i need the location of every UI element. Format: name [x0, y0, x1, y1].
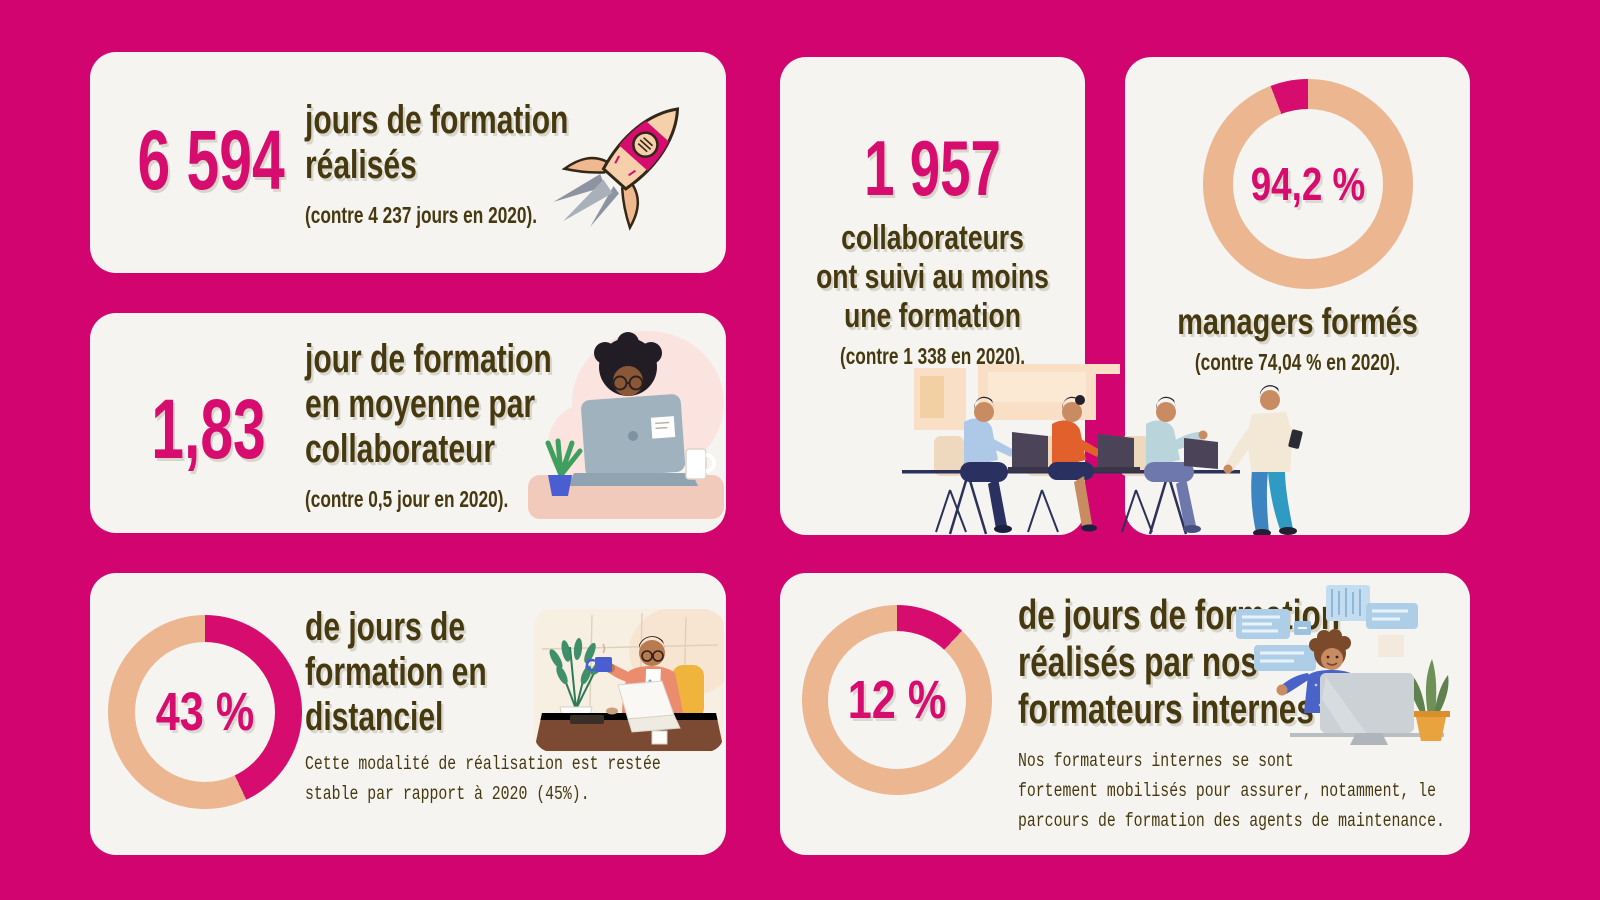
card-title-line: jour de formation: [305, 337, 552, 381]
chat-bubbles: [1236, 585, 1418, 671]
person-3: [1144, 396, 1218, 533]
team-at-desks-illustration: [902, 364, 1303, 535]
man-at-computer-illustration: [1236, 585, 1450, 745]
stat-text: de jours de formation en distanciel: [305, 605, 487, 740]
stat-card-remote-share: 43 % de jours de formation en distanciel…: [90, 573, 726, 855]
stat-value: 1,83: [151, 382, 266, 476]
stat-value: 6 594: [137, 113, 285, 207]
standing-person: [1223, 385, 1303, 535]
card-body: Nos formateurs internes se sont fortemen…: [1018, 746, 1445, 836]
card-title-line: jours de formation: [305, 98, 569, 142]
stat-value: 1 957: [864, 124, 1001, 212]
donut-label: 94,2 %: [1250, 158, 1366, 210]
stat-card-managers: 94,2 % managers formés (contre 74,04 % e…: [1125, 57, 1470, 535]
card-body-line: fortement mobilisés pour assurer, notamm…: [1018, 780, 1436, 802]
stat-card-internal-trainers: 12 % de jours de formation réalisés par …: [780, 573, 1470, 855]
card-title-line: réalisés: [305, 143, 417, 187]
card-title-line: une formation: [844, 297, 1021, 335]
man-with-coffee-illustration: [534, 609, 724, 752]
card-title-line: ont suivi au moins: [816, 258, 1049, 296]
card-body-line: stable par rapport à 2020 (45%).: [305, 783, 590, 805]
stat-text: collaborateurs ont suivi au moins une fo…: [814, 219, 1052, 336]
card-title-line: collaborateurs: [841, 219, 1024, 257]
donut-chart-managers: 94,2 %: [1203, 79, 1413, 289]
card-title: jours de formation réalisés: [305, 98, 568, 188]
card-title-line: formation en: [305, 650, 487, 694]
card-note: (contre 0,5 jour en 2020).: [305, 486, 509, 512]
stat-text: jour de formation en moyenne par collabo…: [305, 337, 552, 513]
card-title-line: formateurs internes: [1018, 685, 1314, 732]
card-title: de jours de formation en distanciel: [305, 605, 487, 740]
donut-label: 12 %: [847, 670, 947, 730]
stat-text: managers formés: [1163, 301, 1432, 343]
card-title: collaborateurs ont suivi au moins une fo…: [814, 219, 1052, 336]
rocket-illustration: [553, 107, 680, 231]
card-title-line: distanciel: [305, 695, 444, 739]
woman-at-laptop-illustration: [528, 331, 724, 519]
card-body: Cette modalité de réalisation est restée…: [305, 749, 661, 809]
donut-label: 43 %: [155, 682, 255, 742]
plant: [1409, 659, 1450, 741]
card-title: managers formés: [1177, 301, 1418, 342]
rocket-group: [553, 107, 680, 231]
card-body-line: parcours de formation des agents de main…: [1018, 810, 1445, 832]
card-title: jour de formation en moyenne par collabo…: [305, 337, 552, 472]
card-title-line: de jours de: [305, 605, 466, 649]
card-body-line: Nos formateurs internes se sont: [1018, 750, 1294, 772]
donut-chart-internal-trainers: 12 %: [802, 605, 992, 795]
stat-card-average-days: 1,83 jour de formation en moyenne par co…: [90, 313, 726, 533]
wall-panels: [914, 364, 1120, 430]
stat-card-days-total: 6 594 jours de formation réalisés (contr…: [90, 52, 726, 273]
donut-chart-remote: 43 %: [108, 615, 302, 809]
person-2: [1048, 395, 1140, 532]
stat-text: jours de formation réalisés (contre 4 23…: [305, 98, 568, 229]
card-title-line: en moyenne par: [305, 382, 536, 426]
card-note: (contre 4 237 jours en 2020).: [305, 202, 538, 228]
card-title-line: réalisés par nos: [1018, 638, 1258, 685]
card-title-line: collaborateur: [305, 427, 496, 471]
person-1: [960, 396, 1054, 533]
card-body-line: Cette modalité de réalisation est restée: [305, 753, 661, 775]
man-with-coffee-scene: [534, 609, 724, 752]
card-note: (contre 74,04 % en 2020).: [1194, 349, 1401, 375]
monitor: [1320, 673, 1414, 745]
